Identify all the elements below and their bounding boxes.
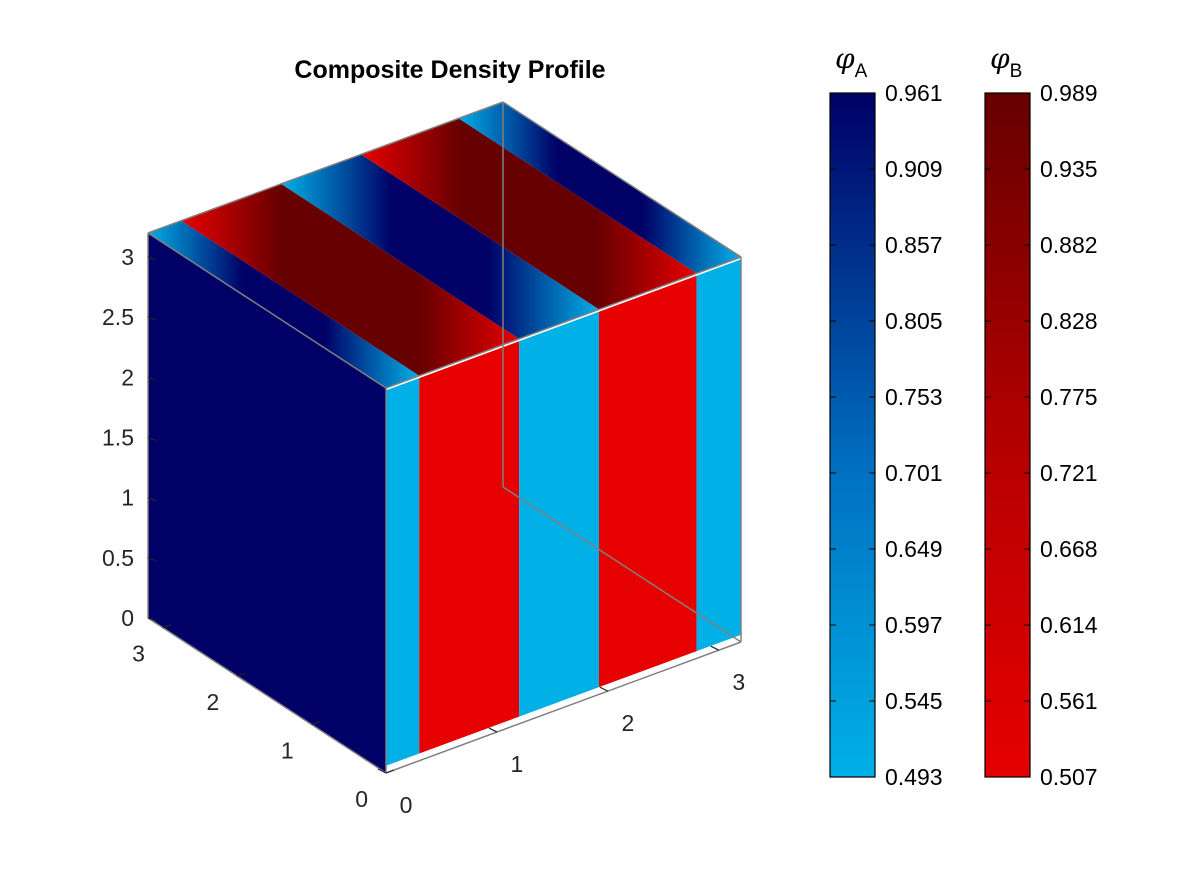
y-tick-mark-3	[162, 624, 172, 629]
z-tick-label: 1.5	[102, 425, 134, 451]
chart-title: Composite Density Profile	[294, 56, 606, 84]
stripe-front-2-phase-b	[419, 341, 520, 754]
colorbar-tick-label: 0.882	[1040, 232, 1098, 258]
z-tick-mark-5	[147, 316, 157, 321]
box-edge-5	[502, 101, 742, 258]
x-tick-mark-1	[488, 727, 498, 733]
colorbar-b-label: φB	[990, 42, 1022, 82]
colorbar-tick-label: 0.649	[885, 536, 943, 562]
colorbar-a-label: φA	[835, 42, 868, 82]
y-tick-mark-2	[237, 672, 246, 677]
z-tick-label: 2.5	[102, 304, 134, 330]
colorbar-tick-label: 0.561	[1040, 688, 1098, 714]
x-tick-label: 2	[621, 710, 634, 736]
box-edge-4	[385, 256, 742, 389]
axis-ticks: 0 0.5 1 1.5 2 2.5 3 0 1 2 3 0 1 2 3	[102, 244, 745, 818]
stripe-top-5-phase-a	[458, 102, 741, 274]
colorbar-tick-label: 0.935	[1040, 156, 1098, 182]
x-tick-label: 1	[511, 751, 524, 777]
y-tick-label: 0	[355, 786, 368, 812]
z-tick-mark-1	[147, 557, 157, 562]
colorbar-tick-label: 0.507	[1040, 764, 1098, 790]
x-tick-mark-3	[710, 645, 720, 651]
colorbar-tick-label: 0.614	[1040, 612, 1098, 638]
colorbar-tick-label: 0.989	[1040, 80, 1098, 106]
colorbar-tick-label: 0.753	[885, 384, 943, 410]
colorbar-tick-label: 0.597	[885, 612, 943, 638]
colorbar-tick-label: 0.668	[1040, 536, 1098, 562]
z-tick-mark-2	[147, 497, 157, 502]
colorbar-tick-label: 0.493	[885, 764, 943, 790]
stripe-top-2-phase-b	[181, 183, 520, 376]
z-tick-label: 0	[121, 605, 134, 631]
colorbar-tick-label: 0.805	[885, 308, 943, 334]
x-tick-label: 3	[732, 669, 745, 695]
box-edge-7	[147, 232, 387, 389]
colorbar-tick-label: 0.961	[885, 80, 943, 106]
colorbar-b	[984, 92, 1031, 778]
stripe-front-5-phase-a	[696, 259, 741, 652]
z-tick-label: 0.5	[102, 545, 134, 571]
x-tick-label: 0	[400, 792, 413, 818]
stripe-top-4-phase-b	[361, 118, 697, 310]
box-edge-1	[385, 641, 742, 774]
colorbars: φA 0.961 0.909 0.857 0.805 0.753 0.701 0.649 0.5…	[829, 42, 1098, 790]
stripe-front-1-phase-a	[386, 378, 420, 766]
x-tick-mark-0	[377, 768, 387, 774]
z-tick-label: 3	[121, 244, 134, 270]
stripe-top-1-phase-a	[148, 220, 420, 388]
colorbar-tick-label: 0.828	[1040, 308, 1098, 334]
z-tick-label: 1	[121, 485, 134, 511]
colorbar-a	[829, 92, 876, 778]
y-tick-label: 2	[206, 689, 219, 715]
plot-cube	[147, 101, 742, 774]
stripe-front-4-phase-b	[599, 275, 697, 688]
z-tick-mark-4	[147, 376, 157, 381]
face-left-phase-a	[148, 233, 386, 773]
colorbar-tick-label: 0.857	[885, 232, 943, 258]
stripe-front-3-phase-a	[519, 311, 599, 717]
box-edge-3	[147, 617, 387, 774]
z-tick-mark-6	[147, 256, 157, 261]
colorbar-tick-label: 0.909	[885, 156, 943, 182]
x-tick-mark-2	[599, 686, 609, 692]
z-tick-mark-3	[147, 436, 157, 442]
y-tick-label: 1	[281, 738, 294, 764]
y-tick-mark-0	[385, 769, 395, 774]
y-tick-label: 3	[132, 641, 145, 667]
z-tick-label: 2	[121, 364, 134, 390]
box-edge-6	[147, 101, 504, 234]
stripe-top-3-phase-a	[281, 154, 599, 339]
colorbar-tick-label: 0.545	[885, 688, 943, 714]
colorbar-tick-label: 0.775	[1040, 384, 1098, 410]
colorbar-tick-label: 0.721	[1040, 460, 1098, 486]
box-edge-2	[502, 486, 742, 643]
y-tick-mark-1	[311, 721, 320, 726]
colorbar-tick-label: 0.701	[885, 460, 943, 486]
z-tick-mark-0	[147, 617, 157, 622]
